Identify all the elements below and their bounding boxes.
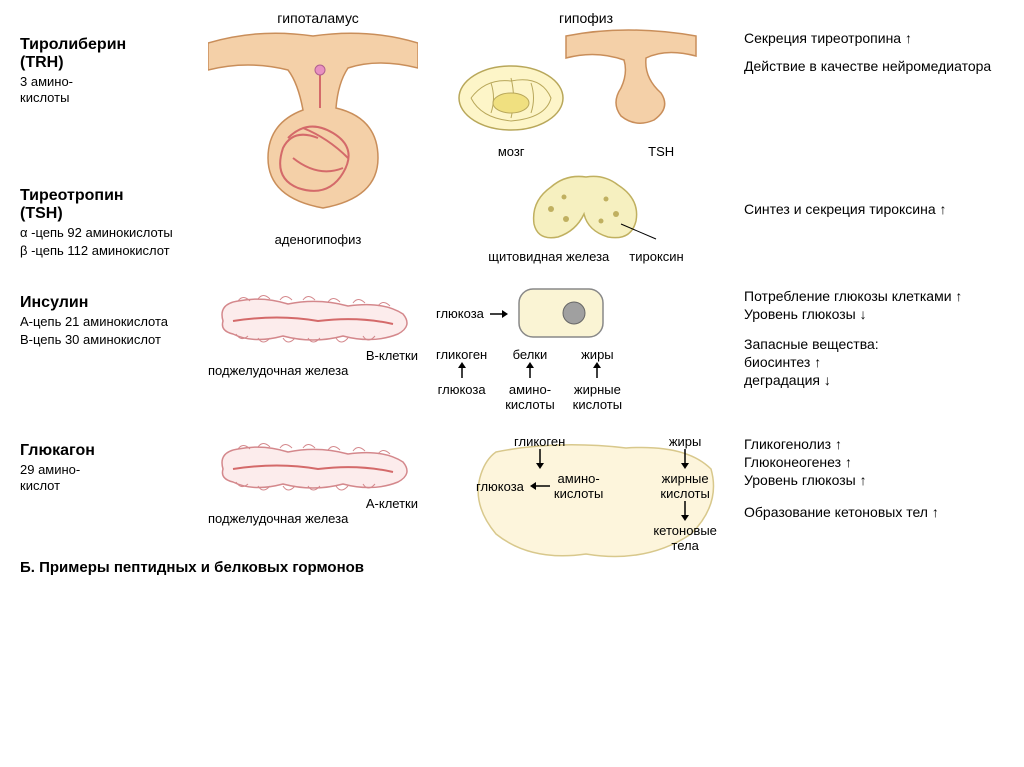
amino-2: амино- кислоты [554, 471, 603, 501]
ins-eff-1: Потребление глюкозы клетками [744, 288, 1024, 304]
brain-pituitary-icon [436, 28, 716, 148]
b-cells-label: В-клетки [208, 348, 428, 363]
glucose-in: глюкоза [436, 306, 484, 321]
trh-effects: Секреция тиреотропина Действие в качеств… [744, 28, 1024, 76]
glu-eff-4: Образование кетоновых тел [744, 504, 1024, 520]
insulin-effects: Потребление глюкозы клетками Уровень глю… [744, 286, 1024, 390]
ins-eff-2: Уровень глюкозы [744, 306, 1024, 322]
trh-abbr: (TRH) [20, 54, 200, 72]
glucose-2: глюкоза [476, 479, 524, 494]
a-cells-label: А-клетки [208, 496, 428, 511]
hormone-table: гипоталамус гипофиз Тиролиберин (TRH) 3 … [20, 10, 1004, 553]
insulin-label: Инсулин А-цепь 21 аминокислота В-цепь 30… [20, 286, 200, 349]
ins-eff-3a: биосинтез [744, 354, 1024, 370]
insulin-desc2: В-цепь 30 аминокислот [20, 332, 200, 348]
trh-effect-1: Секреция тиреотропина [744, 30, 1024, 46]
insulin-name: Инсулин [20, 294, 200, 312]
glu-eff-3: Уровень глюкозы [744, 472, 1024, 488]
pancreas-label-1: поджелудочная железа [208, 363, 428, 378]
tsh-desc1: α -цепь 92 аминокислоты [20, 225, 200, 241]
glucagon-desc: 29 амино- кислот [20, 462, 200, 495]
tsh-label: Тиреотропин (TSH) α -цепь 92 аминокислот… [20, 179, 200, 260]
ins-eff-3t: Запасные вещества: [744, 336, 1024, 352]
proteins-1: белки [513, 347, 548, 362]
ketone-2: кетоновые тела [653, 523, 717, 553]
trh-label: Тиролиберин (TRH) 3 амино- кислоты [20, 28, 200, 107]
tsh-effect-1: Синтез и секреция тироксина [744, 201, 1024, 217]
trh-effect-2: Действие в качестве нейромедиатора [744, 58, 1024, 74]
fatty-1: жирные кислоты [573, 382, 622, 412]
trh-desc: 3 амино- кислоты [20, 74, 200, 107]
hypothalamus-diagram: аденогипофиз [208, 28, 428, 247]
ins-eff-3b: деградация [744, 372, 1024, 388]
glycogen-1: гликоген [436, 347, 487, 362]
pituitary-diagram: мозг TSH [436, 28, 736, 159]
tsh-effects: Синтез и секреция тироксина [744, 199, 1024, 219]
pancreas-label-2: поджелудочная железа [208, 511, 428, 526]
glucagon-label: Глюкагон 29 амино- кислот [20, 434, 200, 495]
tsh-abbr: (TSH) [20, 205, 200, 223]
glycogen-2: гликоген [514, 434, 565, 449]
cell-icon [516, 286, 606, 341]
header-hypothalamus: гипоталамус [208, 10, 428, 26]
trh-name: Тиролиберин [20, 36, 200, 54]
thyroid-diagram: щитовидная железа тироксин [436, 169, 736, 264]
glucagon-name: Глюкагон [20, 442, 200, 460]
hypothalamus-icon [208, 28, 418, 238]
tsh-small-label: TSH [648, 144, 674, 159]
thyroid-icon [496, 169, 676, 249]
pancreas-a-diagram: А-клетки поджелудочная железа [208, 434, 428, 526]
tsh-name: Тиреотропин [20, 187, 200, 205]
glucagon-effects: Гликогенолиз Глюконеогенез Уровень глюко… [744, 434, 1024, 522]
adenohypophysis-label: аденогипофиз [208, 232, 428, 247]
glu-eff-1: Гликогенолиз [744, 436, 1024, 452]
thyroid-label: щитовидная железа [488, 249, 609, 264]
fats-2: жиры [669, 434, 702, 449]
glucose-1b: глюкоза [438, 382, 486, 397]
pancreas-b-diagram: В-клетки поджелудочная железа [208, 286, 428, 378]
brain-label: мозг [498, 144, 525, 159]
header-pituitary: гипофиз [436, 10, 736, 26]
tsh-desc2: β -цепь 112 аминокислот [20, 243, 200, 259]
fats-1: жиры [581, 347, 614, 362]
glu-eff-2: Глюконеогенез [744, 454, 1024, 470]
insulin-flow: глюкоза гликоген глюкоза белки амино- ки… [436, 286, 736, 412]
thyroxine-label: тироксин [629, 249, 683, 264]
insulin-desc1: А-цепь 21 аминокислота [20, 314, 200, 330]
glucagon-flow: гликоген глюкоза амино- кислоты жиры жир… [436, 434, 736, 553]
fatty-2: жирные кислоты [660, 471, 709, 501]
amino-1: амино- кислоты [505, 382, 554, 412]
